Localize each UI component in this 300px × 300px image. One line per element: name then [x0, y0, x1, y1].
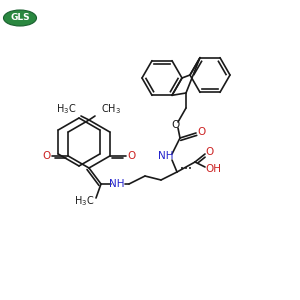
Text: O: O: [197, 127, 205, 137]
Text: NH: NH: [109, 179, 125, 189]
Text: GLS: GLS: [10, 14, 30, 22]
Text: OH: OH: [205, 164, 221, 174]
Text: •••: •••: [180, 166, 192, 172]
Text: O: O: [128, 151, 136, 161]
Text: NH: NH: [158, 151, 174, 161]
Ellipse shape: [4, 10, 37, 26]
Text: H$_3$C: H$_3$C: [74, 194, 94, 208]
Text: O: O: [171, 120, 179, 130]
Text: O: O: [42, 151, 50, 161]
Text: H$_3$C: H$_3$C: [56, 102, 76, 116]
Text: CH$_3$: CH$_3$: [101, 102, 121, 116]
Text: O: O: [205, 147, 213, 157]
